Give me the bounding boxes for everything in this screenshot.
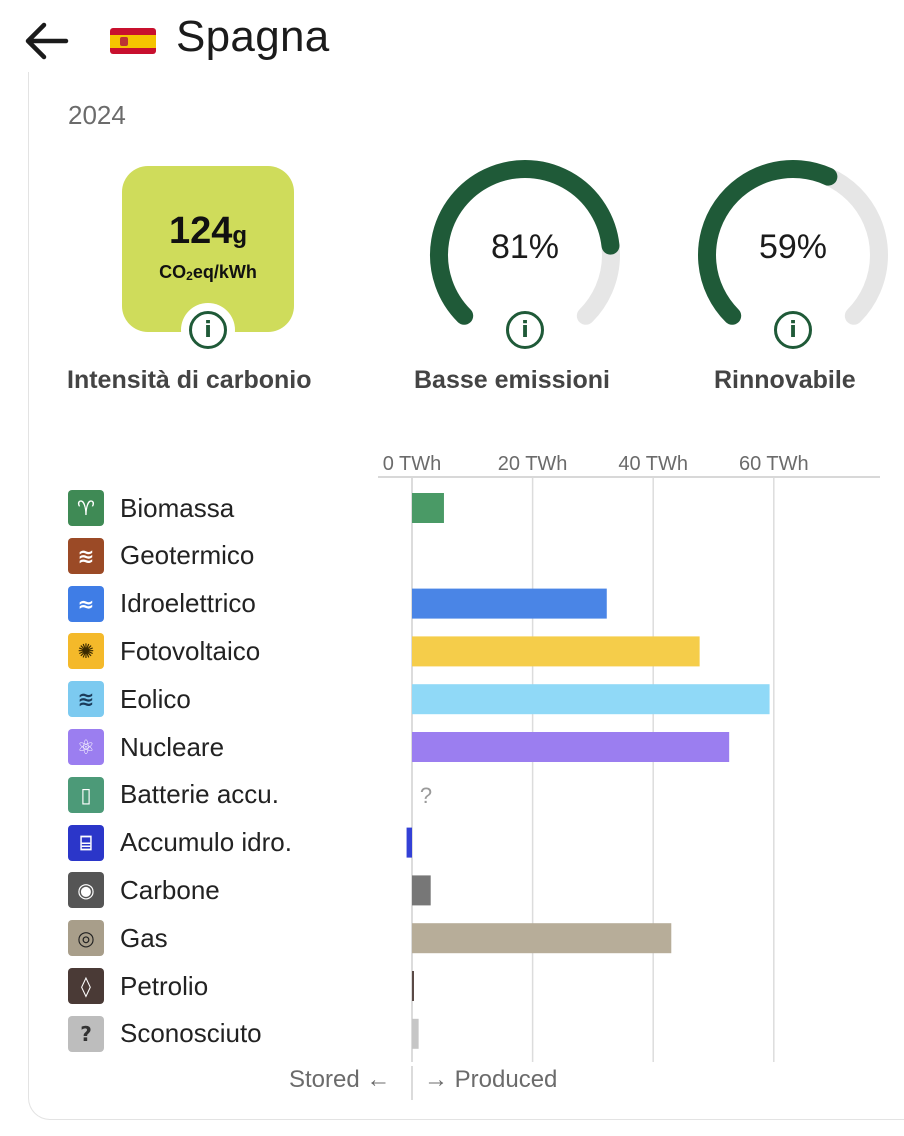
legend-item: ✺ Fotovoltaico — [68, 633, 261, 670]
low-emissions-label: Basse emissioni — [414, 366, 610, 394]
renewable-info-icon[interactable]: i — [766, 303, 820, 357]
sprout-icon: ♈ — [68, 490, 104, 526]
legend-label: Eolico — [120, 683, 191, 714]
renewable-label: Rinnovabile — [714, 366, 856, 394]
legend-item: ⚛ Nucleare — [68, 729, 224, 765]
legend-label: Petrolio — [120, 970, 209, 1001]
legend-label: Gas — [120, 922, 168, 953]
bar-Carbone[interactable] — [412, 875, 431, 906]
renewable-gauge — [698, 160, 888, 325]
wind-icon: ≋ — [68, 681, 104, 718]
sun-icon: ✺ — [68, 633, 104, 670]
bar-Fotovoltaico[interactable] — [412, 636, 700, 667]
bar-Gas[interactable] — [412, 923, 672, 954]
legend-label: Sconosciuto — [120, 1018, 262, 1049]
year-label: 2024 — [68, 100, 126, 130]
low-emissions-value: 81% — [490, 228, 560, 266]
carbon-intensity-unit: CO2eq/kWh — [159, 262, 257, 283]
legend-label: Geotermico — [120, 540, 255, 571]
page-header: Spagna — [0, 0, 904, 84]
x-tick-label: 20 TWh — [498, 453, 568, 475]
bar-Idroelettrico[interactable] — [412, 588, 607, 619]
x-tick-label: 40 TWh — [618, 453, 688, 475]
legend-item: ≋ Eolico — [68, 681, 191, 718]
legend-item: ◉ Carbone — [68, 872, 220, 909]
stored-axis-label: Stored ← — [289, 1066, 391, 1093]
oil-icon: ◊ — [68, 968, 104, 1004]
legend-label: Nucleare — [120, 731, 225, 762]
legend-item: ≈ Idroelettrico — [68, 585, 256, 622]
carbon-intensity-value: 124g — [168, 210, 248, 252]
bar-Accumulo idro.[interactable] — [406, 827, 412, 858]
country-title: Spagna — [176, 12, 330, 61]
bar-missing-Batterie accu.: ? — [420, 783, 432, 808]
legend-item: ◊ Petrolio — [68, 968, 208, 1004]
low-emissions-gauge-fill — [430, 160, 620, 325]
legend-item: ▯ Batterie accu. — [68, 776, 279, 813]
produced-axis-label: → Produced — [424, 1066, 558, 1093]
legend-label: Accumulo idro. — [120, 827, 292, 858]
x-tick-label: 60 TWh — [739, 453, 809, 475]
legend-label: Carbone — [120, 874, 220, 905]
bar-Sconosciuto[interactable] — [412, 1018, 419, 1049]
question-icon: ? — [68, 1015, 104, 1052]
coal-icon: ◉ — [68, 872, 104, 909]
low-emissions-info-icon[interactable]: i — [498, 303, 552, 357]
low-emissions-gauge — [430, 160, 620, 325]
bar-Eolico[interactable] — [412, 684, 770, 715]
spain-flag-icon — [110, 28, 156, 54]
legend-item: ? Sconosciuto — [68, 1015, 262, 1052]
renewable-value: 59% — [758, 228, 828, 266]
x-tick-label: 0 TWh — [383, 453, 442, 475]
legend-label: Batterie accu. — [120, 779, 279, 810]
legend-label: Fotovoltaico — [120, 635, 261, 666]
bar-Nucleare[interactable] — [412, 732, 730, 762]
legend-label: Biomassa — [120, 492, 235, 523]
water-icon: ≈ — [68, 585, 104, 622]
gas-icon: ◎ — [68, 920, 104, 957]
battery-icon: ▯ — [68, 776, 104, 813]
geothermal-icon: ≋ — [68, 537, 104, 574]
carbon-intensity-label: Intensità di carbonio — [67, 366, 312, 394]
bar-Biomassa[interactable] — [412, 493, 444, 523]
back-arrow-icon[interactable] — [22, 18, 70, 64]
legend-item: ◎ Gas — [68, 920, 168, 957]
legend-item: ≋ Geotermico — [68, 537, 255, 574]
bar-Petrolio[interactable] — [412, 971, 414, 1001]
legend-label: Idroelettrico — [120, 588, 256, 619]
carbon-intensity-info-icon[interactable]: i — [181, 303, 235, 357]
renewable-gauge-fill — [698, 160, 838, 325]
legend-item: ⌸ Accumulo idro. — [68, 824, 292, 861]
legend-item: ♈ Biomassa — [68, 490, 234, 526]
pumped-storage-icon: ⌸ — [68, 824, 104, 861]
atom-icon: ⚛ — [68, 729, 104, 765]
